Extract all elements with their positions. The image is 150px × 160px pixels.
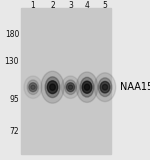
Bar [21,8,111,154]
Text: 1: 1 [31,1,35,10]
Ellipse shape [47,81,58,94]
Ellipse shape [50,84,55,90]
Text: 4: 4 [85,1,89,10]
Ellipse shape [80,77,94,97]
Ellipse shape [66,83,75,92]
Ellipse shape [84,84,90,90]
Ellipse shape [82,81,92,93]
Ellipse shape [68,85,73,89]
Ellipse shape [94,73,116,102]
Ellipse shape [45,77,60,98]
Text: 130: 130 [5,57,19,66]
Ellipse shape [102,84,108,90]
Text: 5: 5 [103,1,107,10]
Ellipse shape [27,80,39,94]
Ellipse shape [100,81,110,93]
Ellipse shape [76,72,98,102]
Ellipse shape [41,71,64,103]
Ellipse shape [31,85,35,89]
Text: NAA15: NAA15 [120,82,150,92]
Ellipse shape [24,76,42,98]
Ellipse shape [29,83,37,92]
Text: 3: 3 [68,1,73,10]
Text: 180: 180 [5,30,19,39]
Text: 72: 72 [10,127,19,136]
Ellipse shape [98,78,112,96]
Text: 2: 2 [50,1,55,10]
Ellipse shape [65,80,76,94]
Text: 95: 95 [9,95,19,104]
Ellipse shape [61,76,80,98]
